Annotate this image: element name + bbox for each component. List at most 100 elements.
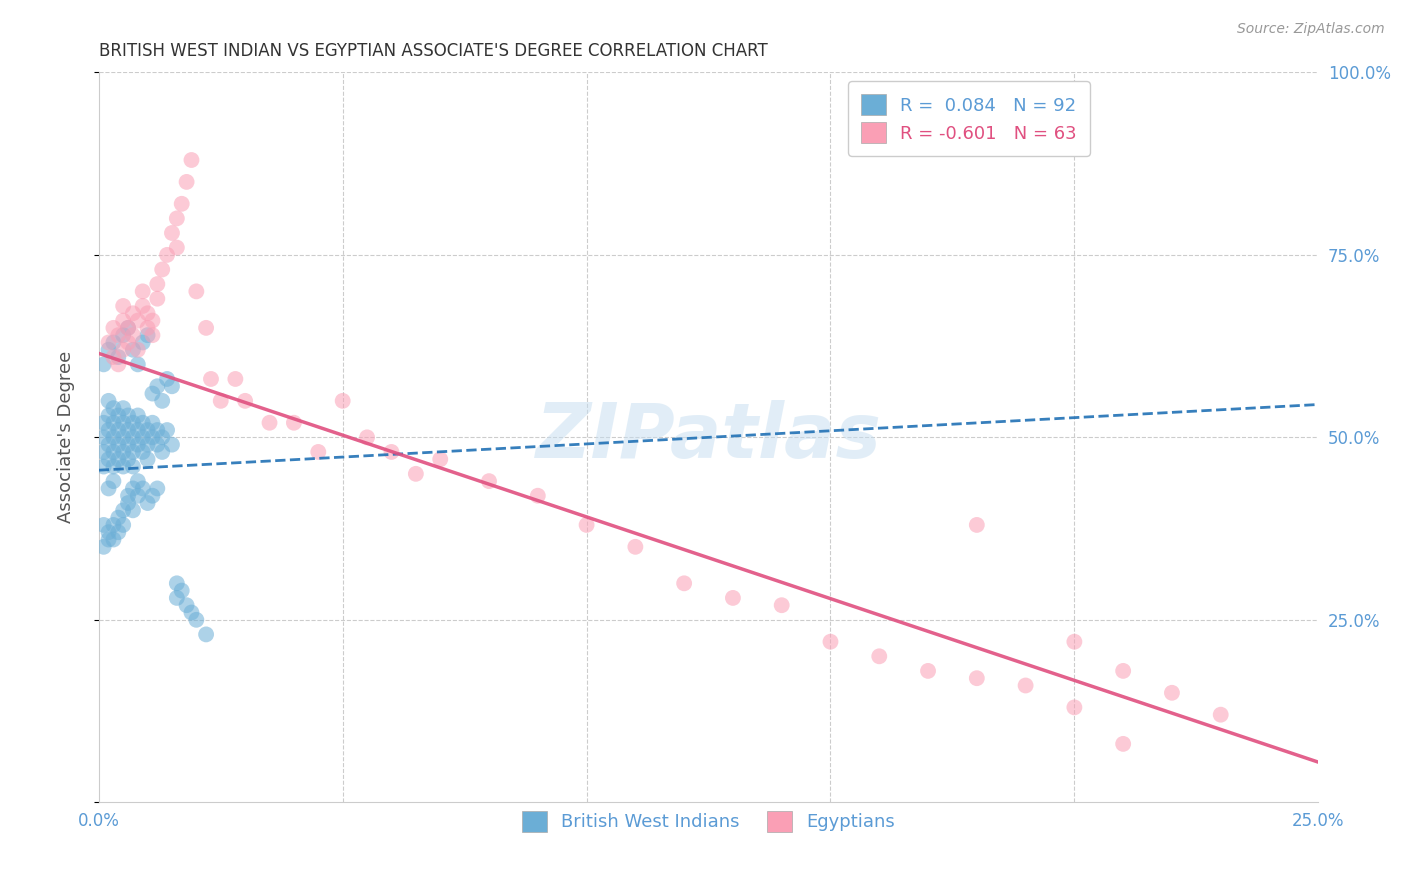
Point <box>122 482 145 496</box>
Point <box>97 409 120 423</box>
Point <box>1161 686 1184 700</box>
Point <box>166 241 188 255</box>
Point <box>112 459 135 474</box>
Point <box>107 328 129 343</box>
Point <box>820 634 842 648</box>
Point <box>156 248 179 262</box>
Point <box>117 452 139 467</box>
Point <box>112 517 135 532</box>
Point <box>1063 634 1085 648</box>
Point <box>1209 707 1232 722</box>
Point <box>117 321 139 335</box>
Point <box>93 459 115 474</box>
Point <box>166 576 188 591</box>
Point <box>136 321 159 335</box>
Point <box>136 452 159 467</box>
Point <box>93 357 115 371</box>
Point <box>209 393 232 408</box>
Point <box>103 474 125 488</box>
Point <box>156 372 179 386</box>
Point <box>93 517 115 532</box>
Point <box>103 321 125 335</box>
Point <box>107 525 129 540</box>
Point <box>136 306 159 320</box>
Point <box>122 416 145 430</box>
Point <box>429 452 451 467</box>
Point <box>1112 737 1135 751</box>
Point <box>131 299 153 313</box>
Point <box>141 386 163 401</box>
Point <box>146 292 169 306</box>
Point <box>136 437 159 451</box>
Point <box>97 335 120 350</box>
Point <box>259 416 281 430</box>
Point <box>107 510 129 524</box>
Point <box>107 350 129 364</box>
Point <box>97 525 120 540</box>
Point <box>97 482 120 496</box>
Text: ZIPatlas: ZIPatlas <box>536 401 882 475</box>
Point <box>160 437 183 451</box>
Point <box>112 313 135 327</box>
Point <box>131 416 153 430</box>
Point <box>103 459 125 474</box>
Point <box>160 226 183 240</box>
Point <box>624 540 647 554</box>
Point <box>141 489 163 503</box>
Point <box>1014 678 1036 692</box>
Point <box>93 416 115 430</box>
Point <box>97 343 120 357</box>
Point <box>112 503 135 517</box>
Point <box>107 409 129 423</box>
Point <box>150 445 173 459</box>
Point <box>117 409 139 423</box>
Point <box>103 533 125 547</box>
Point <box>127 489 149 503</box>
Point <box>478 474 501 488</box>
Point <box>405 467 427 481</box>
Point <box>103 430 125 444</box>
Point <box>103 416 125 430</box>
Point <box>107 437 129 451</box>
Point <box>176 175 198 189</box>
Point <box>166 591 188 605</box>
Text: BRITISH WEST INDIAN VS EGYPTIAN ASSOCIATE'S DEGREE CORRELATION CHART: BRITISH WEST INDIAN VS EGYPTIAN ASSOCIAT… <box>98 42 768 60</box>
Point <box>122 430 145 444</box>
Point <box>195 627 218 641</box>
Point <box>868 649 890 664</box>
Point <box>112 328 135 343</box>
Point <box>93 445 115 459</box>
Point <box>146 379 169 393</box>
Point <box>233 393 256 408</box>
Point <box>176 598 198 612</box>
Point <box>131 430 153 444</box>
Point <box>97 393 120 408</box>
Point <box>93 430 115 444</box>
Point <box>575 517 598 532</box>
Point <box>131 285 153 299</box>
Point <box>136 328 159 343</box>
Point <box>141 313 163 327</box>
Point <box>103 350 125 364</box>
Point <box>131 482 153 496</box>
Point <box>127 357 149 371</box>
Point <box>673 576 696 591</box>
Point <box>721 591 744 605</box>
Point <box>131 445 153 459</box>
Point <box>170 583 193 598</box>
Legend: British West Indians, Egyptians: British West Indians, Egyptians <box>509 798 908 845</box>
Point <box>146 437 169 451</box>
Point <box>97 437 120 451</box>
Point <box>112 299 135 313</box>
Point <box>966 671 988 685</box>
Point <box>127 409 149 423</box>
Point <box>122 328 145 343</box>
Point <box>112 430 135 444</box>
Point <box>150 430 173 444</box>
Point <box>917 664 939 678</box>
Point <box>146 277 169 291</box>
Point <box>380 445 402 459</box>
Point <box>103 401 125 416</box>
Point <box>141 416 163 430</box>
Point <box>966 517 988 532</box>
